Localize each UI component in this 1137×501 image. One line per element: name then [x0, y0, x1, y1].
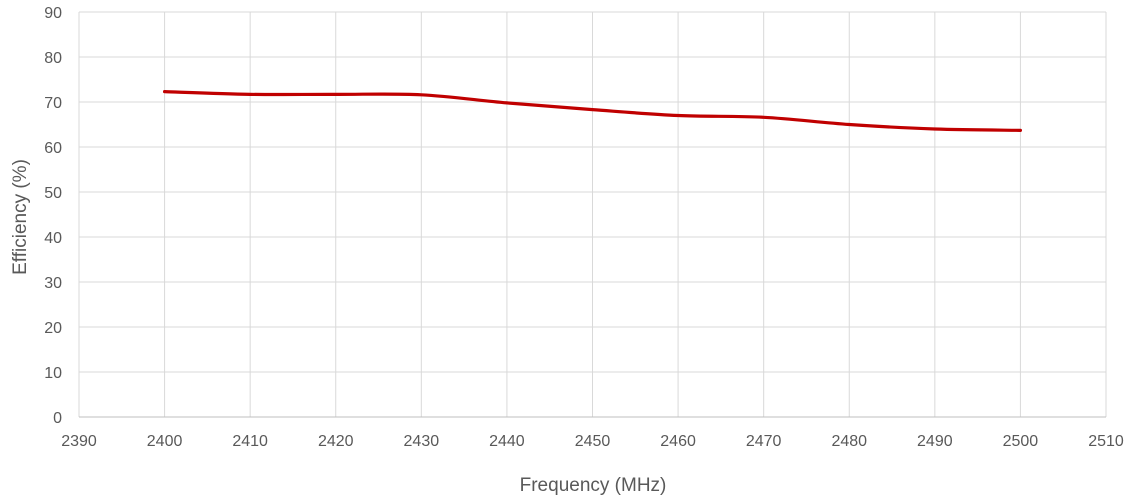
y-tick-label: 30: [44, 275, 62, 292]
series-layer: [162, 90, 1023, 132]
x-tick-label: 2500: [1003, 433, 1039, 450]
y-axis-title: Efficiency (%): [10, 159, 31, 275]
tick-labels: 0 10 20 30 40 50 60 70 80 90 2390 2400 2410 2420 2430 2…: [44, 5, 1124, 450]
x-tick-label: 2390: [61, 433, 97, 450]
y-tick-label: 40: [44, 230, 62, 247]
series-line: [162, 90, 1023, 132]
x-tick-label: 2400: [147, 433, 183, 450]
x-axis-title: Frequency (MHz): [520, 475, 667, 496]
x-tick-label: 2470: [746, 433, 782, 450]
y-tick-label: 20: [44, 320, 62, 337]
y-tick-label: 90: [44, 5, 62, 22]
y-tick-label: 60: [44, 140, 62, 157]
x-tick-label: 2510: [1088, 433, 1124, 450]
x-tick-label: 2420: [318, 433, 354, 450]
x-tick-label: 2410: [232, 433, 268, 450]
y-tick-label: 10: [44, 365, 62, 382]
x-tick-label: 2490: [917, 433, 953, 450]
x-tick-label: 2450: [575, 433, 611, 450]
x-tick-label: 2460: [660, 433, 696, 450]
y-tick-label: 70: [44, 95, 62, 112]
y-tick-label: 0: [53, 410, 62, 427]
x-tick-label: 2430: [404, 433, 440, 450]
x-tick-label: 2440: [489, 433, 525, 450]
x-tick-label: 2480: [831, 433, 867, 450]
y-tick-label: 50: [44, 185, 62, 202]
y-tick-label: 80: [44, 50, 62, 67]
gridlines: [78, 11, 1107, 417]
